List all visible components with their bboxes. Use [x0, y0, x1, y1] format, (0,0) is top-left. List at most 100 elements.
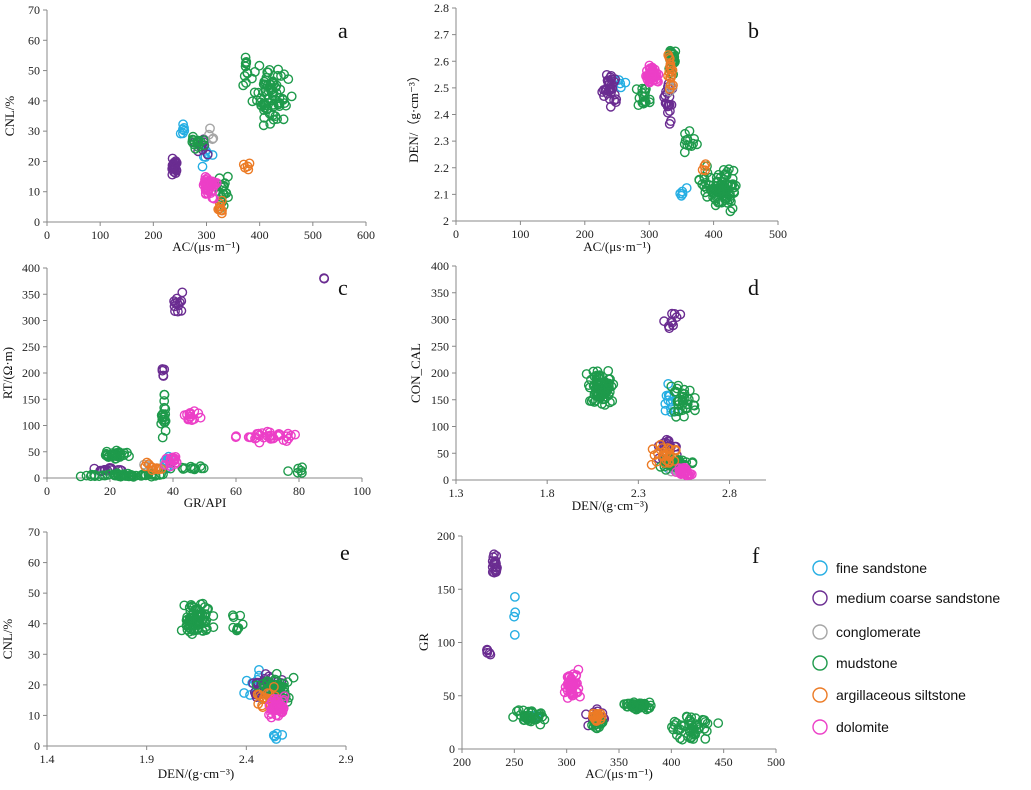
- x-axis-label: GR/API: [184, 495, 227, 510]
- point-mudstone: [691, 721, 701, 731]
- point-argillaceous: [664, 84, 675, 95]
- legend-marker: [812, 560, 828, 576]
- legend-item-dolomite: dolomite: [812, 719, 889, 735]
- point-dolomite: [183, 414, 194, 425]
- x-tick-label: 2.9: [339, 752, 354, 766]
- point-argillaceous: [240, 162, 250, 173]
- x-axis-label: DEN/(g·cm⁻³): [572, 498, 648, 513]
- x-tick-label: 100: [511, 227, 529, 241]
- x-tick-labels: 1.3 1.8 2.3 2.8: [449, 480, 737, 500]
- point-mudstone: [591, 370, 602, 381]
- point-fine: [268, 730, 279, 741]
- point-mudstone: [710, 195, 721, 206]
- point-mudstone: [713, 718, 724, 728]
- point-mudstone: [227, 610, 238, 621]
- point-mudstone: [195, 599, 206, 610]
- point-mudstone: [628, 700, 639, 711]
- point-dolomite: [160, 460, 170, 470]
- legend-marker: [812, 719, 828, 735]
- point-dolomite: [254, 430, 265, 441]
- point-mudstone: [718, 164, 729, 175]
- y-tick-labels: 0 10 20 30 40 50 60 70: [28, 525, 47, 753]
- y-tick-label: 150: [22, 392, 40, 406]
- y-tick-label: 40: [28, 94, 40, 108]
- y-tick-label: 2.4: [434, 108, 449, 122]
- point-dolomite: [185, 409, 196, 420]
- point-mudstone: [687, 458, 698, 469]
- legend-marker: [812, 624, 828, 640]
- y-axis-label: DEN/（g·cm⁻³）: [406, 69, 421, 163]
- y-tick-label: 300: [431, 313, 449, 327]
- x-tick-labels: 0 100 200 300 400 500 600: [44, 222, 375, 242]
- point-mudstone: [81, 470, 92, 481]
- point-mudstone: [586, 396, 597, 407]
- point-medium: [665, 106, 675, 116]
- point-dolomite: [564, 679, 575, 690]
- point-dolomite: [671, 467, 681, 477]
- x-tick-label: 350: [610, 755, 628, 769]
- point-mudstone: [677, 394, 688, 405]
- point-mudstone: [700, 734, 711, 744]
- point-mudstone: [199, 609, 210, 620]
- x-tick-label: 40: [167, 484, 179, 498]
- x-tick-label: 250: [505, 755, 523, 769]
- y-tick-label: 400: [431, 259, 449, 273]
- y-tick-label: 200: [437, 529, 455, 543]
- point-mudstone: [240, 61, 251, 72]
- point-mudstone: [192, 623, 203, 633]
- point-mudstone: [521, 712, 532, 723]
- legend-item-fine: fine sandstone: [812, 560, 927, 576]
- point-dolomite: [209, 177, 220, 188]
- x-tick-label: 0: [453, 227, 459, 241]
- x-tick-label: 1.3: [449, 486, 464, 500]
- point-fine: [509, 611, 519, 622]
- point-mudstone: [157, 409, 168, 420]
- x-tick-labels: 0 20 40 60 80 100: [44, 478, 371, 498]
- y-tick-label: 0: [34, 739, 40, 753]
- x-tick-label: 1.8: [540, 486, 555, 500]
- point-mudstone: [603, 365, 614, 376]
- point-mudstone: [644, 97, 655, 108]
- point-medium: [491, 564, 502, 575]
- x-tick-label: 60: [230, 484, 242, 498]
- panel-label: c: [338, 275, 348, 300]
- y-tick-label: 150: [437, 582, 455, 596]
- y-tick-label: 50: [28, 64, 40, 78]
- point-mudstone: [222, 171, 233, 182]
- point-medium: [602, 75, 613, 86]
- y-tick-label: 2.6: [434, 54, 449, 68]
- point-mudstone: [159, 396, 170, 406]
- panel-c: 0 20 40 60 80 100 0 50 100 150 200 250 300 350 400 GR…: [0, 261, 371, 510]
- y-tick-label: 200: [22, 366, 40, 380]
- legend-label: fine sandstone: [836, 560, 927, 576]
- point-argillaceous: [646, 459, 657, 470]
- data-points: [176, 598, 299, 744]
- point-dolomite: [186, 415, 197, 425]
- panel-label: a: [338, 18, 348, 43]
- point-mudstone: [110, 453, 121, 464]
- y-tick-label: 70: [28, 525, 40, 539]
- point-mudstone: [136, 470, 146, 481]
- point-mudstone: [727, 203, 738, 214]
- point-mudstone: [286, 91, 297, 102]
- x-tick-label: 200: [453, 755, 471, 769]
- point-mudstone: [673, 380, 684, 391]
- point-mudstone: [685, 733, 696, 744]
- point-medium: [202, 149, 213, 160]
- point-medium: [488, 552, 499, 562]
- point-mudstone: [265, 119, 276, 129]
- point-mudstone: [673, 395, 684, 406]
- point-mudstone: [179, 600, 190, 611]
- data-points: [481, 549, 724, 745]
- y-tick-label: 2: [443, 214, 449, 228]
- point-dolomite: [686, 469, 697, 480]
- point-dolomite: [169, 454, 180, 465]
- y-tick-labels: 0 50 100 150 200 250 300 350 400: [431, 259, 456, 487]
- point-mudstone: [283, 466, 293, 476]
- panel-e: 1.4 1.9 2.4 2.9 0 10 20 30 40 50 60 70 DEN/(g·cm⁻³…: [0, 525, 354, 781]
- point-mudstone: [242, 68, 253, 79]
- y-tick-label: 350: [22, 287, 40, 301]
- point-mudstone: [666, 381, 677, 392]
- x-tick-label: 200: [576, 227, 594, 241]
- y-tick-label: 100: [22, 419, 40, 433]
